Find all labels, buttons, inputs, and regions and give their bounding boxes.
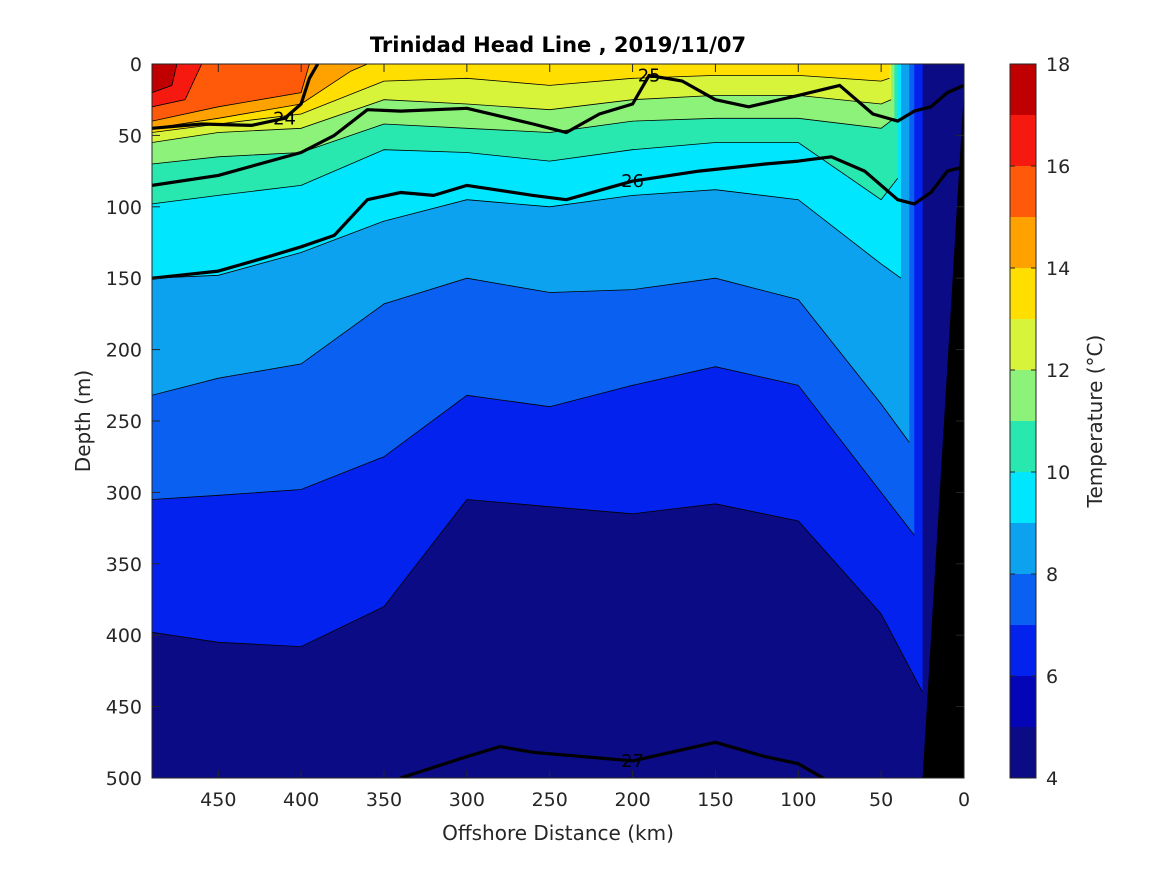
isotherm-line-7 — [152, 366, 915, 536]
colorbar-swatch-11 — [1010, 370, 1036, 421]
y-axis-label: Depth (m) — [71, 370, 95, 472]
colorbar-tick-label: 6 — [1046, 666, 1058, 688]
isotherm-line-11 — [152, 117, 895, 165]
colorbar-swatch-4 — [1010, 727, 1036, 778]
colorbar: 4 6 8 10 12 14 16 18 — [1009, 54, 1070, 790]
colorbar-swatch-13 — [1010, 268, 1036, 319]
isotherm-line-12 — [152, 95, 892, 143]
y-tick-label: 0 — [130, 54, 142, 76]
y-tick-label: 300 — [106, 482, 142, 504]
y-tick-label: 50 — [118, 125, 142, 147]
y-tick-label: 400 — [106, 625, 142, 647]
colorbar-swatch-9 — [1010, 472, 1036, 523]
y-tick-label: 150 — [106, 268, 142, 290]
chart-title: Trinidad Head Line , 2019/11/07 — [370, 33, 746, 57]
y-tick-label: 100 — [106, 197, 142, 219]
density-contour-label: 24 — [273, 108, 296, 129]
colorbar-swatch-14 — [1010, 217, 1036, 268]
colorbar-tick-label: 14 — [1046, 258, 1070, 280]
colorbar-swatch-10 — [1010, 421, 1036, 472]
colorbar-tick-label: 4 — [1046, 768, 1058, 790]
colorbar-swatch-16 — [1010, 115, 1036, 166]
x-tick-label: 100 — [780, 789, 816, 811]
isotherm-line-16 — [152, 64, 203, 108]
colorbar-swatch-5 — [1010, 676, 1036, 727]
isotherm-line-17 — [152, 64, 178, 93]
x-tick-label: 50 — [869, 789, 893, 811]
colorbar-swatch-8 — [1010, 523, 1036, 574]
colorbar-tick-label: 16 — [1046, 156, 1070, 178]
x-tick-label: 350 — [366, 789, 402, 811]
y-tick-label: 250 — [106, 411, 142, 433]
density-contour-25 — [152, 73, 964, 187]
isotherm-line-8 — [152, 277, 910, 443]
x-axis: 450 400 350 300 250 200 150 100 50 0 — [200, 64, 970, 811]
colorbar-tick-label: 10 — [1046, 462, 1070, 484]
x-tick-label: 250 — [532, 789, 568, 811]
isotherm-line-9 — [152, 189, 902, 279]
seafloor-bathymetry — [922, 89, 964, 778]
x-tick-label: 450 — [200, 789, 236, 811]
isotherm-line-13 — [152, 75, 890, 133]
colorbar-tick-label: 12 — [1046, 360, 1070, 382]
colorbar-frame — [1009, 63, 1037, 779]
colorbar-tick-label: 18 — [1046, 54, 1070, 76]
colorbar-label: Temperature (°C) — [1083, 335, 1107, 509]
isotherm-line-15 — [152, 64, 310, 122]
density-contour-26 — [152, 155, 964, 280]
x-axis-label: Offshore Distance (km) — [442, 821, 674, 845]
x-tick-label: 400 — [283, 789, 319, 811]
y-tick-label: 200 — [106, 340, 142, 362]
y-tick-label: 350 — [106, 554, 142, 576]
x-tick-label: 150 — [697, 789, 733, 811]
density-contour-label: 26 — [621, 171, 644, 192]
plot-area: 24 25 26 27 — [151, 63, 965, 779]
x-tick-label: 300 — [449, 789, 485, 811]
y-axis: 0 50 100 150 200 250 300 350 400 450 500 — [106, 54, 964, 790]
isotherm-line-6 — [152, 499, 923, 693]
y-tick-label: 500 — [106, 768, 142, 790]
density-contour-label: 25 — [638, 65, 661, 86]
isotherm-line-10 — [152, 142, 899, 205]
colorbar-swatch-6 — [1010, 625, 1036, 676]
colorbar-swatch-12 — [1010, 319, 1036, 370]
x-tick-label: 200 — [614, 789, 650, 811]
colorbar-swatch-15 — [1010, 166, 1036, 217]
x-tick-label: 0 — [958, 789, 970, 811]
density-contour-24 — [152, 64, 320, 130]
density-contour-27 — [400, 740, 824, 778]
y-tick-label: 450 — [106, 697, 142, 719]
colorbar-tick-label: 8 — [1046, 564, 1058, 586]
colorbar-swatch-17 — [1010, 64, 1036, 115]
colorbar-swatch-7 — [1010, 574, 1036, 625]
density-contour-label: 27 — [621, 751, 644, 772]
